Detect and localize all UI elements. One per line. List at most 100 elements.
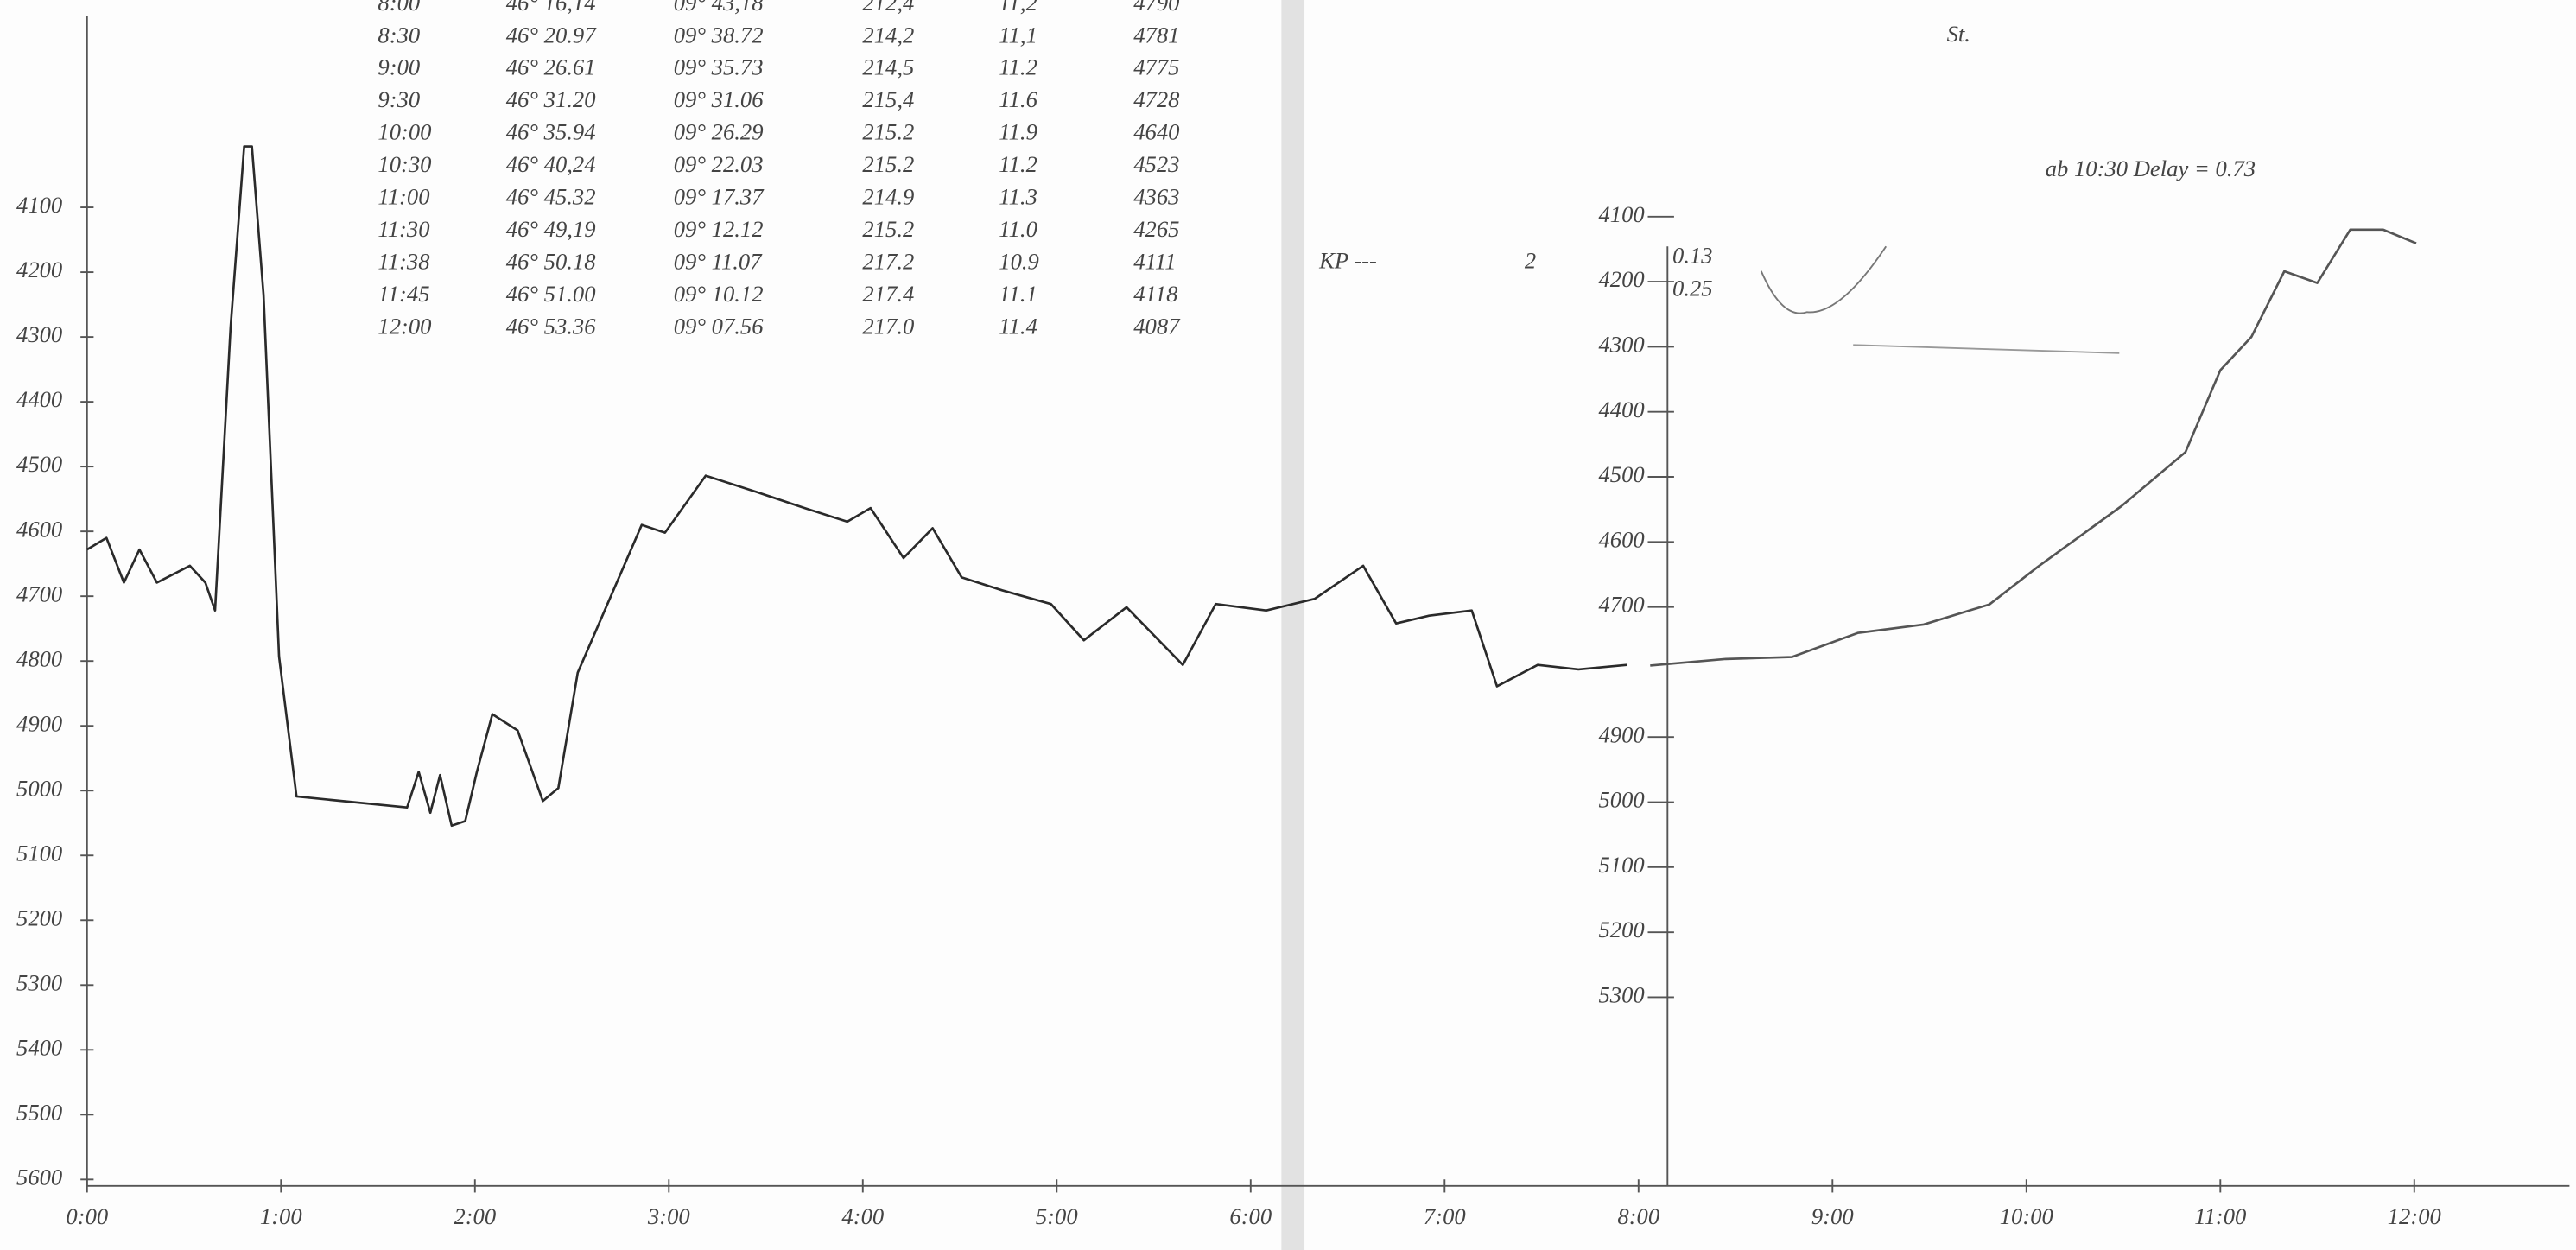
log-cell: 11.6 [999, 86, 1037, 112]
log-cell: 10.9 [999, 248, 1039, 274]
log-cell: 46° 31.20 [506, 86, 596, 112]
y2-tick-label: 5200 [1598, 917, 1644, 942]
depth-line [1650, 228, 2417, 667]
log-cell: 09° 22.03 [674, 151, 764, 177]
y-tick-label: 5300 [16, 969, 62, 995]
log-cell: 217.0 [862, 313, 914, 339]
log-cell: 215,4 [862, 86, 914, 112]
log-cell: 09° 12.12 [674, 216, 764, 242]
log-cell: 11,1 [999, 22, 1037, 48]
log-cell: 09° 07.56 [674, 313, 764, 339]
y-tick-label: 4400 [16, 386, 62, 412]
log-cell: 09° 43,18 [674, 0, 764, 16]
x-tick-label: 3:00 [647, 1203, 690, 1229]
y-tick-label: 4800 [16, 645, 62, 671]
annotation: 0.25 [1672, 276, 1713, 301]
log-cell: 4640 [1133, 119, 1179, 145]
log-cell: 11.1 [999, 281, 1037, 307]
log-cell: 9:30 [378, 86, 420, 112]
log-cell: 4118 [1133, 281, 1177, 307]
x-tick-label: 0:00 [66, 1203, 108, 1229]
y-tick-label: 5100 [16, 840, 62, 866]
log-cell: 11.2 [999, 151, 1037, 177]
book-spine [1281, 0, 1305, 1250]
y2-tick-label: 5300 [1598, 982, 1644, 1008]
log-cell: 11:30 [378, 216, 429, 242]
y-tick-label: 5400 [16, 1034, 62, 1060]
annotation: 2 [1525, 247, 1536, 273]
log-cell: 12:00 [378, 313, 431, 339]
y2-tick-label: 4100 [1598, 201, 1644, 227]
log-cell: 8:30 [378, 22, 420, 48]
y2-tick-label: 4300 [1598, 331, 1644, 357]
log-cell: 46° 45.32 [506, 184, 596, 210]
x-tick-label: 12:00 [2388, 1203, 2441, 1229]
log-cell: 4728 [1133, 86, 1179, 112]
log-cell: 4087 [1133, 313, 1181, 339]
log-cell: 46° 26.61 [506, 54, 596, 80]
x-tick-label: 11:00 [2194, 1203, 2246, 1229]
log-cell: 214,5 [862, 54, 914, 80]
log-cell: 4265 [1133, 216, 1179, 242]
log-cell: 215.2 [862, 151, 914, 177]
log-cell: 214.9 [862, 184, 914, 210]
log-cell: 09° 35.73 [674, 54, 764, 80]
log-cell: 46° 49,19 [506, 216, 596, 242]
x-tick-label: 7:00 [1424, 1203, 1466, 1229]
y2-tick-label: 5000 [1598, 787, 1644, 813]
y-tick-label: 4700 [16, 581, 62, 606]
log-cell: 215.2 [862, 119, 914, 145]
log-cell: 09° 17.37 [674, 184, 765, 210]
log-cell: 214,2 [862, 22, 914, 48]
log-cell: 46° 16,14 [506, 0, 596, 16]
log-cell: 11.0 [999, 216, 1037, 242]
log-cell: 46° 53.36 [506, 313, 596, 339]
log-cell: 09° 31.06 [674, 86, 764, 112]
log-cell: 11,2 [999, 0, 1037, 16]
y2-tick-label: 4700 [1598, 592, 1644, 618]
y-tick-label: 4500 [16, 451, 62, 477]
log-cell: 11:00 [378, 184, 429, 210]
y2-tick-label: 4200 [1598, 266, 1644, 292]
log-cell: 11.3 [999, 184, 1037, 210]
log-cell: 46° 40,24 [506, 151, 596, 177]
log-cell: 09° 10.12 [674, 281, 764, 307]
log-cell: 11:38 [378, 248, 429, 274]
log-cell: 217.2 [862, 248, 914, 274]
y2-tick-label: 4500 [1598, 461, 1644, 487]
y2-tick-label: 4900 [1598, 721, 1644, 747]
log-cell: 46° 51.00 [506, 281, 596, 307]
log-cell: 217.4 [862, 281, 914, 307]
log-cell: 8:00 [378, 0, 420, 16]
x-tick-label: 6:00 [1229, 1203, 1272, 1229]
depth-line [86, 145, 1627, 828]
log-cell: 11:45 [378, 281, 429, 307]
log-cell: 4111 [1133, 248, 1176, 274]
log-cell: 09° 38.72 [674, 22, 764, 48]
x-tick-label: 1:00 [260, 1203, 302, 1229]
y-tick-label: 5200 [16, 904, 62, 930]
log-cell: 10:30 [378, 151, 431, 177]
sketch-curve [1760, 245, 1888, 314]
x-tick-label: 10:00 [2000, 1203, 2053, 1229]
y-tick-label: 4100 [16, 192, 62, 218]
x-tick-label: 5:00 [1036, 1203, 1078, 1229]
log-cell: 215.2 [862, 216, 914, 242]
y2-tick-label: 5100 [1598, 852, 1644, 878]
log-cell: 46° 50.18 [506, 248, 596, 274]
log-cell: 11.2 [999, 54, 1037, 80]
log-cell: 46° 35.94 [506, 119, 596, 145]
log-cell: 46° 20.97 [506, 22, 597, 48]
y-tick-label: 4300 [16, 321, 62, 347]
log-cell: 212,4 [862, 0, 914, 16]
log-cell: 4523 [1133, 151, 1179, 177]
log-cell: 4790 [1133, 0, 1179, 16]
log-cell: 4775 [1133, 54, 1179, 80]
y-tick-label: 4200 [16, 257, 62, 282]
y2-tick-label: 4600 [1598, 526, 1644, 552]
x-tick-label: 4:00 [841, 1203, 884, 1229]
x-tick-label: 2:00 [454, 1203, 496, 1229]
sketch-line [1853, 344, 2120, 354]
log-cell: 9:00 [378, 54, 420, 80]
